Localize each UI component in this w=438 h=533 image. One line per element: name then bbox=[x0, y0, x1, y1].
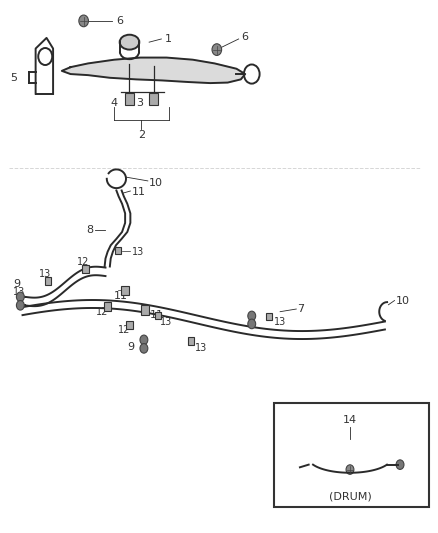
Text: 11: 11 bbox=[113, 290, 127, 301]
Bar bbox=[266, 313, 272, 320]
Bar bbox=[274, 403, 428, 507]
Bar bbox=[121, 286, 129, 295]
Circle shape bbox=[16, 292, 24, 302]
Bar bbox=[45, 277, 51, 285]
Text: 13: 13 bbox=[132, 247, 144, 256]
Bar bbox=[141, 305, 149, 315]
Circle shape bbox=[79, 15, 88, 27]
Circle shape bbox=[16, 301, 24, 310]
Circle shape bbox=[396, 460, 404, 470]
Bar bbox=[125, 93, 134, 105]
Text: 5: 5 bbox=[10, 73, 17, 83]
Circle shape bbox=[140, 344, 148, 353]
Bar bbox=[115, 247, 121, 254]
Text: 1: 1 bbox=[164, 34, 171, 44]
Bar bbox=[82, 265, 89, 273]
Bar bbox=[187, 337, 194, 345]
Text: 9: 9 bbox=[13, 279, 20, 288]
Text: 13: 13 bbox=[160, 317, 172, 327]
Circle shape bbox=[248, 319, 256, 329]
Text: 12: 12 bbox=[96, 306, 108, 317]
Bar bbox=[155, 312, 161, 319]
Text: 14: 14 bbox=[343, 415, 357, 425]
Circle shape bbox=[140, 335, 148, 345]
Text: 13: 13 bbox=[195, 343, 207, 353]
Polygon shape bbox=[62, 58, 245, 83]
Text: 11: 11 bbox=[150, 310, 164, 320]
Text: 12: 12 bbox=[118, 325, 130, 335]
Circle shape bbox=[248, 311, 256, 321]
Text: 6: 6 bbox=[117, 16, 124, 26]
Text: 2: 2 bbox=[138, 130, 145, 140]
Text: 6: 6 bbox=[242, 32, 249, 42]
Circle shape bbox=[346, 465, 354, 474]
Text: 4: 4 bbox=[111, 98, 118, 108]
Text: 3: 3 bbox=[136, 98, 143, 108]
Text: (DRUM): (DRUM) bbox=[328, 491, 371, 501]
Circle shape bbox=[212, 44, 222, 55]
Text: 10: 10 bbox=[149, 177, 163, 188]
Text: 13: 13 bbox=[13, 287, 25, 297]
Bar bbox=[104, 302, 111, 311]
Text: 12: 12 bbox=[77, 257, 89, 267]
Text: 8: 8 bbox=[86, 225, 93, 236]
Text: 9: 9 bbox=[127, 342, 134, 352]
Text: 10: 10 bbox=[396, 296, 410, 306]
Text: 13: 13 bbox=[274, 317, 286, 327]
Ellipse shape bbox=[120, 35, 139, 50]
Bar bbox=[149, 93, 158, 105]
Text: 13: 13 bbox=[39, 270, 51, 279]
Text: 7: 7 bbox=[297, 304, 305, 314]
Text: 11: 11 bbox=[132, 187, 146, 197]
Bar bbox=[126, 321, 133, 329]
